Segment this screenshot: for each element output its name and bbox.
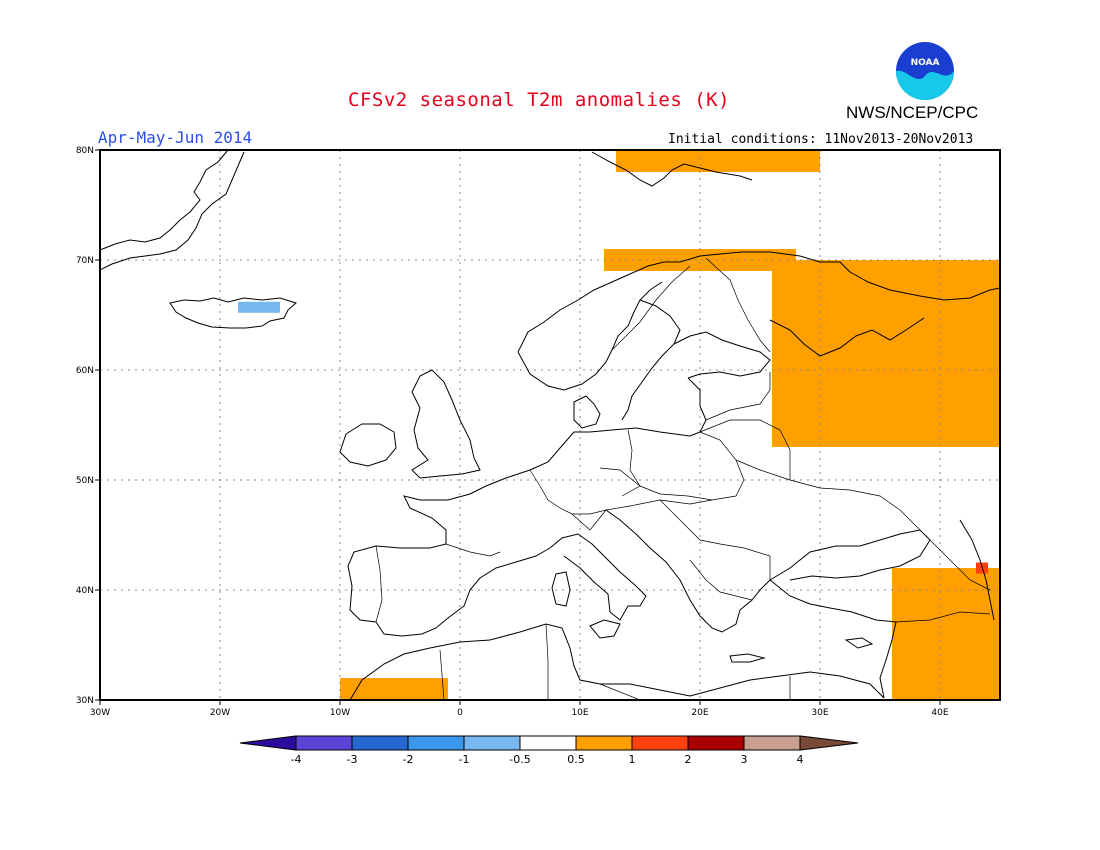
coast-scandinavia (517, 251, 851, 353)
axis-ticks: 30W 20W 10W 0 10E 20E 30E 40E 30N 40N 50N 60N 70N 80N (76, 146, 949, 718)
coast-cyprus (844, 637, 874, 649)
coast-italy (549, 533, 647, 621)
border-france-germany (529, 469, 607, 515)
legend-swatch (407, 735, 465, 751)
border-sweden-norway (611, 265, 691, 351)
graticule (100, 150, 1000, 700)
border-ukraine-russia (735, 459, 921, 531)
legend-label: 3 (741, 753, 748, 766)
country-borders (375, 257, 991, 701)
coast-white-sea (769, 317, 925, 357)
anomaly-patch (238, 301, 280, 313)
color-legend: -4 -3 -2 -1 -0.5 0.5 1 2 3 4 (239, 735, 859, 766)
legend-arrow-left (239, 735, 297, 751)
lat-tick-label: 80N (76, 146, 94, 156)
coast-denmark (573, 395, 601, 429)
coast-greenland (99, 149, 245, 271)
legend-label: 1 (629, 753, 636, 766)
map-frame (99, 149, 1001, 701)
lat-tick-label: 40N (76, 586, 94, 596)
coast-norway-south (517, 281, 663, 391)
coast-north-europe (529, 427, 691, 471)
border-spain-france (445, 543, 501, 557)
legend-swatch (575, 735, 633, 751)
legend-label: -2 (403, 753, 414, 766)
coast-sicily (589, 619, 621, 639)
legend-label: 2 (685, 753, 692, 766)
coast-sweden-east (621, 299, 681, 421)
coast-turkey-levant (769, 579, 897, 699)
lon-tick-label: 10E (571, 708, 588, 718)
coast-britain (411, 369, 481, 479)
legend-swatch (519, 735, 577, 751)
initial-conditions-label: Initial conditions: 11Nov2013-20Nov2013 (668, 132, 974, 147)
coast-crete (729, 653, 766, 663)
lat-tick-label: 60N (76, 366, 94, 376)
legend-swatch (351, 735, 409, 751)
anomaly-patch (616, 150, 820, 172)
lat-tick-label: 70N (76, 256, 94, 266)
legend-label: 4 (797, 753, 804, 766)
lon-tick-label: 40E (931, 708, 948, 718)
legend-swatch (687, 735, 745, 751)
legend-swatch (631, 735, 689, 751)
legend-label: -1 (459, 753, 470, 766)
coast-caspian (959, 519, 995, 621)
anomaly-patch (340, 678, 448, 700)
anomaly-patch (892, 568, 1000, 700)
lon-tick-label: 30E (811, 708, 828, 718)
lon-tick-label: 20W (210, 708, 230, 718)
map-title: CFSv2 seasonal T2m anomalies (K) (348, 89, 731, 111)
border-portugal (375, 545, 383, 623)
lat-tick-label: 50N (76, 476, 94, 486)
legend-label: -3 (347, 753, 358, 766)
border-baltics (705, 372, 771, 421)
border-belarus (699, 419, 791, 480)
coast-sardinia (551, 571, 571, 607)
noaa-logo-icon: NOAA (896, 42, 954, 100)
border-germany-poland (621, 429, 641, 497)
coast-svalbard (591, 151, 753, 187)
legend-label: -4 (291, 753, 302, 766)
coast-kola (849, 271, 1001, 301)
lon-tick-label: 10W (330, 708, 350, 718)
legend-label: 0.5 (567, 753, 585, 766)
legend-swatch (463, 735, 521, 751)
border-central (571, 467, 713, 531)
lon-tick-label: 0 (457, 708, 463, 718)
border-poland-east (639, 431, 745, 501)
coast-ireland (339, 423, 397, 467)
legend-swatch (295, 735, 353, 751)
lat-tick-label: 30N (76, 696, 94, 706)
coast-balkans (605, 509, 771, 633)
coast-france-iberia (347, 469, 551, 637)
map-border (99, 149, 1001, 701)
lon-tick-label: 20E (691, 708, 708, 718)
coast-baltic-states (687, 377, 707, 437)
coast-iceland (169, 297, 298, 329)
anomaly-shading (238, 150, 1000, 700)
border-turkey-east (895, 539, 991, 623)
legend-swatch (743, 735, 801, 751)
agency-label: NWS/NCEP/CPC (846, 103, 979, 122)
coast-finland (673, 331, 771, 379)
legend-label: -0.5 (509, 753, 530, 766)
legend-arrow-right (799, 735, 859, 751)
coast-black-sea (769, 529, 931, 581)
season-label: Apr-May-Jun 2014 (98, 128, 253, 147)
anomaly-patch (772, 260, 1000, 447)
coastlines (99, 149, 1001, 701)
border-north-africa (439, 623, 791, 701)
border-finland-russia (705, 257, 771, 353)
border-balkan-inner (659, 499, 771, 601)
lon-tick-label: 30W (90, 708, 110, 718)
logo-text: NOAA (911, 58, 940, 68)
coast-north-africa (349, 623, 885, 701)
